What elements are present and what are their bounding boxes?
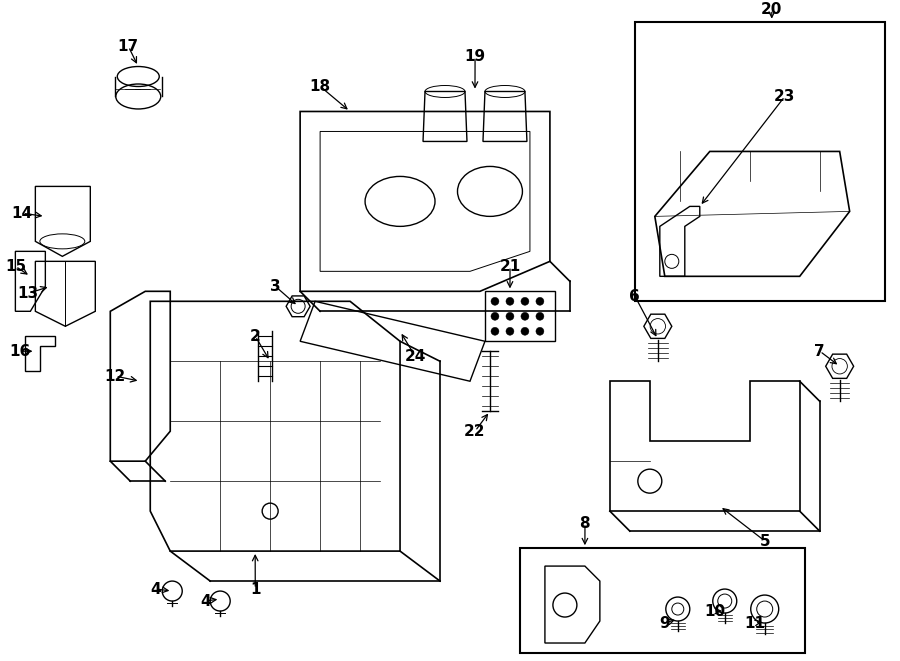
Text: 7: 7 <box>814 344 825 359</box>
Circle shape <box>506 312 514 321</box>
Circle shape <box>521 312 529 321</box>
Text: 6: 6 <box>629 289 640 304</box>
Circle shape <box>536 297 544 305</box>
Circle shape <box>521 327 529 335</box>
Text: 23: 23 <box>774 89 796 104</box>
Circle shape <box>506 327 514 335</box>
Text: 8: 8 <box>580 516 590 531</box>
Text: 20: 20 <box>761 2 782 17</box>
Text: 21: 21 <box>500 259 520 274</box>
Text: 9: 9 <box>660 615 670 631</box>
Circle shape <box>536 312 544 321</box>
Text: 2: 2 <box>250 329 260 344</box>
Circle shape <box>491 312 499 321</box>
Circle shape <box>536 327 544 335</box>
Text: 19: 19 <box>464 49 485 64</box>
Text: 5: 5 <box>760 533 770 549</box>
Text: 1: 1 <box>250 582 260 597</box>
Text: 14: 14 <box>12 206 33 221</box>
Text: 15: 15 <box>4 259 26 274</box>
Text: 4: 4 <box>200 594 211 609</box>
Circle shape <box>521 297 529 305</box>
Circle shape <box>506 297 514 305</box>
Text: 17: 17 <box>118 39 139 54</box>
Text: 13: 13 <box>18 286 39 301</box>
Text: 24: 24 <box>404 349 426 364</box>
Text: 18: 18 <box>310 79 330 94</box>
Text: 11: 11 <box>744 615 765 631</box>
Text: 3: 3 <box>270 279 281 294</box>
Text: 12: 12 <box>104 369 126 384</box>
Text: 4: 4 <box>150 582 160 597</box>
Text: 10: 10 <box>704 603 725 619</box>
Text: 16: 16 <box>10 344 31 359</box>
Circle shape <box>491 297 499 305</box>
Circle shape <box>491 327 499 335</box>
Text: 22: 22 <box>464 424 486 439</box>
